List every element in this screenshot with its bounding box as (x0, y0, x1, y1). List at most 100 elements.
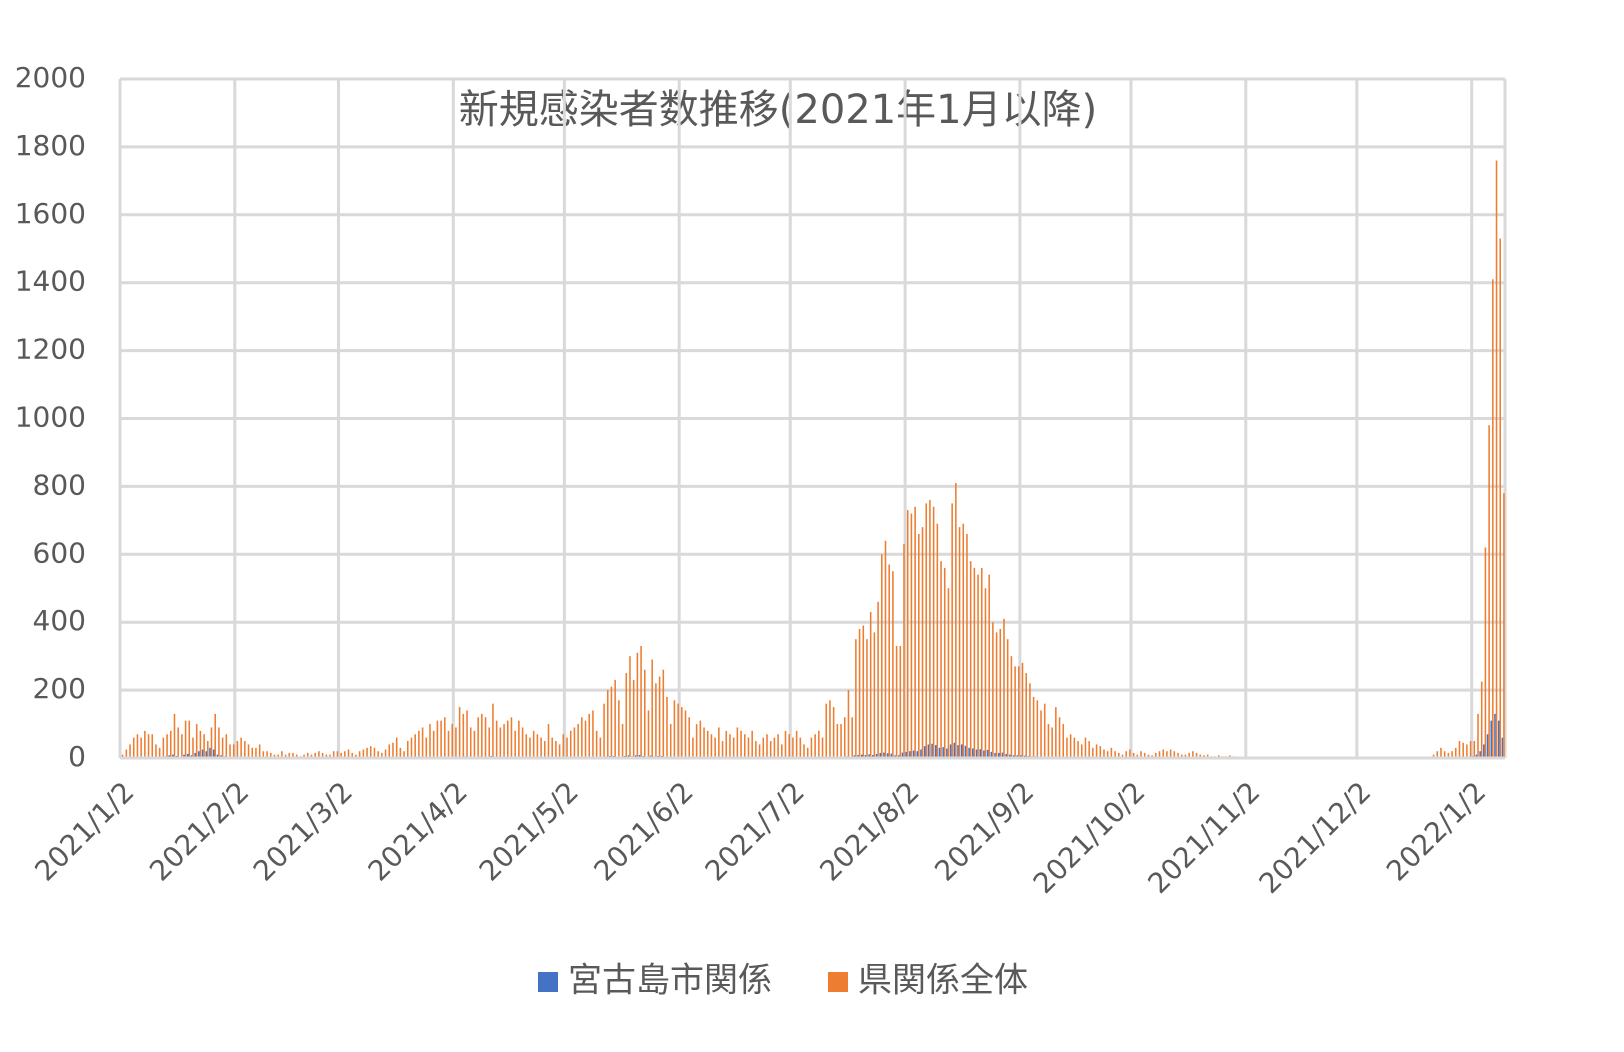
bar (640, 645, 642, 758)
series (123, 713, 1504, 758)
bar (644, 669, 646, 758)
bar (758, 744, 761, 758)
bar (684, 710, 687, 758)
grid (118, 77, 1507, 760)
bar (703, 727, 705, 758)
bar (1009, 754, 1011, 758)
bar (957, 745, 959, 758)
bar (916, 751, 919, 758)
bar (172, 754, 174, 758)
bar (903, 544, 905, 758)
y-tick-label: 1600 (15, 197, 86, 230)
bar (606, 690, 609, 758)
bar (773, 737, 776, 758)
bar (1199, 754, 1202, 758)
bar (1503, 493, 1505, 758)
bar (1077, 741, 1079, 758)
bar (209, 747, 211, 758)
bar (336, 751, 339, 758)
bar (692, 737, 694, 758)
bar (332, 751, 335, 758)
bar (932, 506, 935, 758)
bar (994, 752, 996, 758)
bar (1058, 717, 1061, 758)
bar (544, 741, 546, 758)
bar (1084, 737, 1087, 758)
bar (392, 742, 394, 758)
bar (184, 720, 187, 758)
bar (1032, 696, 1035, 758)
bar (788, 734, 790, 758)
x-tick-label: 2021/1/2 (28, 775, 140, 887)
bar (295, 754, 298, 758)
bar (425, 737, 428, 758)
bar (795, 730, 798, 758)
bar (177, 727, 179, 758)
bar (536, 734, 539, 758)
bar (1129, 749, 1131, 758)
x-tick-label: 2021/5/2 (473, 775, 585, 887)
bar (901, 752, 904, 758)
bar (1477, 713, 1479, 758)
bar (1188, 752, 1190, 758)
bar (658, 676, 661, 758)
bar (972, 748, 974, 758)
bar (1492, 279, 1494, 758)
bar (162, 737, 165, 758)
legend-label: 県関係全体 (858, 961, 1028, 1001)
y-tick-label: 1000 (15, 401, 86, 434)
bar (588, 713, 591, 758)
bar (877, 601, 879, 758)
bar (655, 683, 657, 758)
bar (205, 751, 208, 758)
bar (979, 749, 981, 758)
bar (1066, 737, 1068, 758)
bar (403, 751, 405, 758)
bar (918, 533, 920, 758)
bar (997, 752, 1000, 758)
bar (929, 499, 931, 758)
bar (532, 730, 535, 758)
bar (1073, 737, 1076, 758)
bar (858, 628, 861, 758)
bar (792, 737, 794, 758)
bar (292, 752, 294, 758)
bar (521, 727, 524, 758)
bar (599, 737, 602, 758)
bar (610, 686, 613, 758)
bar (1110, 747, 1113, 758)
bar (923, 746, 926, 758)
bar (132, 737, 135, 758)
bar (144, 730, 146, 758)
bar (960, 744, 963, 758)
bar (1501, 737, 1504, 758)
bar (872, 754, 874, 758)
bar (558, 744, 561, 758)
bar (1466, 744, 1468, 758)
x-tick-label: 2021/6/2 (588, 775, 700, 887)
x-tick-label: 2021/12/2 (1253, 775, 1378, 900)
bar (706, 730, 709, 758)
bar (329, 754, 331, 758)
bar (755, 741, 757, 758)
bar (969, 561, 972, 758)
bar (1162, 749, 1165, 758)
bar (975, 749, 978, 758)
bar (1177, 752, 1179, 758)
bar (1088, 741, 1090, 758)
bar (251, 747, 254, 758)
bar (936, 523, 939, 758)
y-tick-label: 600 (33, 536, 86, 569)
bar (244, 741, 246, 758)
bar (318, 751, 320, 758)
bar (495, 720, 498, 758)
bar (199, 730, 202, 758)
bar (462, 713, 465, 758)
bar (890, 753, 893, 758)
bar (421, 727, 424, 758)
bar (447, 730, 450, 758)
bar (781, 744, 783, 758)
bar (927, 744, 930, 758)
bar (1021, 662, 1024, 758)
bar (1003, 618, 1005, 758)
